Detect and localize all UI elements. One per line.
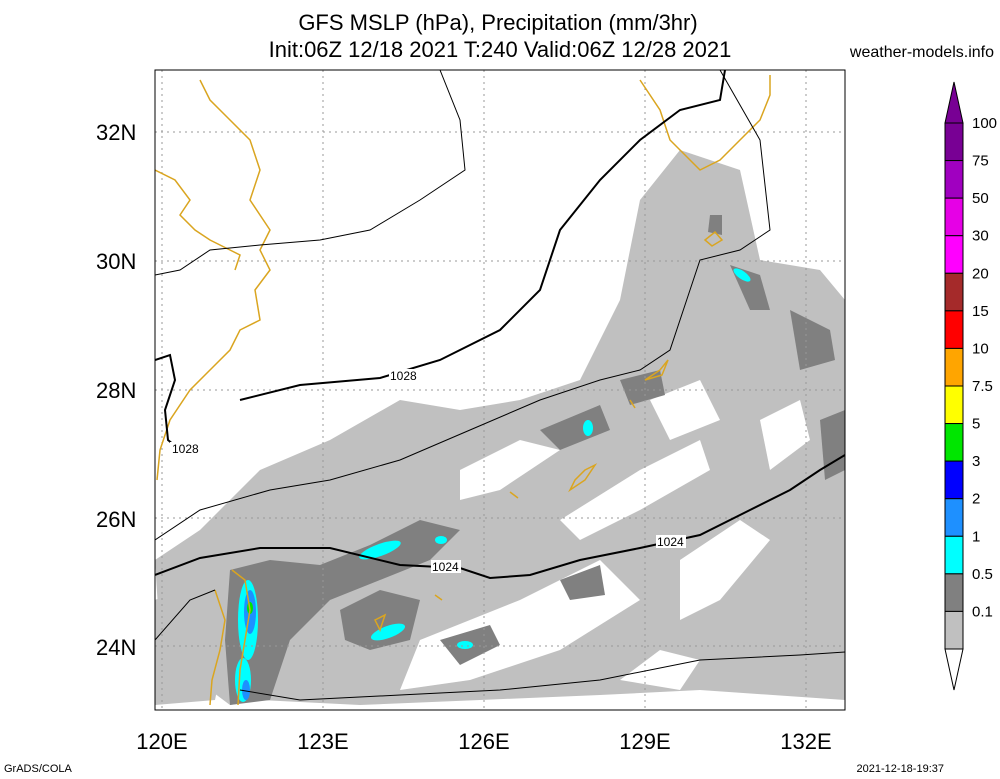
lon-label: 129E <box>619 729 670 754</box>
isobar-label: 1024 <box>657 535 684 549</box>
precip-mid <box>225 215 845 705</box>
legend-swatch <box>944 573 964 612</box>
legend-label: 1 <box>972 528 980 545</box>
lat-label: 28N <box>96 378 136 403</box>
footer-timestamp: 2021-12-18-19:37 <box>856 763 944 775</box>
isobar-label: 1028 <box>172 442 199 456</box>
legend-label: 100 <box>972 115 997 132</box>
legend-label: 15 <box>972 303 989 320</box>
legend-swatch <box>944 423 964 462</box>
lon-label: 120E <box>136 729 187 754</box>
legend-swatch <box>944 460 964 500</box>
legend-swatch <box>944 235 964 274</box>
coastline <box>155 75 771 706</box>
legend-bottom-arrow <box>944 648 964 691</box>
legend-swatch <box>944 160 964 199</box>
legend-label: 10 <box>972 340 989 357</box>
legend-swatch <box>944 122 964 162</box>
chart-subtitle: Init:06Z 12/18 2021 T:240 Valid:06Z 12/2… <box>268 37 732 62</box>
chart-title: GFS MSLP (hPa), Precipitation (mm/3hr) <box>298 10 698 35</box>
legend-swatch <box>944 385 964 425</box>
legend-label: 30 <box>972 228 989 245</box>
map-area: 1028 1028 1024 1024 <box>155 70 845 710</box>
legend-swatch <box>944 272 964 312</box>
legend-swatch <box>944 347 964 387</box>
lat-axis: 32N 30N 28N 26N 24N <box>96 120 136 660</box>
legend-swatch <box>944 610 964 650</box>
legend-swatch <box>944 197 964 237</box>
legend-swatch <box>944 498 964 537</box>
legend-label: 3 <box>972 453 980 470</box>
footer-credit: GrADS/COLA <box>4 763 72 775</box>
gridlines <box>155 70 845 710</box>
legend-label: 0.5 <box>972 566 993 583</box>
lon-label: 132E <box>780 729 831 754</box>
legend-swatch <box>944 535 964 575</box>
lat-label: 26N <box>96 507 136 532</box>
legend-label: 7.5 <box>972 378 993 395</box>
brand-text: weather-models.info <box>849 44 994 61</box>
legend-label: 5 <box>972 416 980 433</box>
isobars <box>155 70 845 701</box>
legend-label: 50 <box>972 190 989 207</box>
legend-label: 20 <box>972 265 989 282</box>
legend-label: 0.1 <box>972 603 993 620</box>
isobar-label: 1028 <box>390 369 417 383</box>
legend-top-arrow <box>944 81 964 124</box>
lon-axis: 120E 123E 126E 129E 132E <box>136 729 831 754</box>
lat-label: 30N <box>96 249 136 274</box>
lon-label: 126E <box>458 729 509 754</box>
legend-swatch <box>944 310 964 349</box>
map-frame <box>154 69 846 711</box>
isobar-labels: 1028 1028 1024 1024 <box>170 369 686 574</box>
legend-label: 75 <box>972 153 989 170</box>
legend-label: 2 <box>972 491 980 508</box>
lon-label: 123E <box>297 729 348 754</box>
lat-label: 24N <box>96 635 136 660</box>
isobar-label: 1024 <box>432 560 459 574</box>
lat-label: 32N <box>96 120 136 145</box>
legend-colorbar: 100 75 50 30 20 15 10 7.5 5 3 2 1 0.5 0.1 <box>944 81 997 691</box>
legend-boxes: 100 75 50 30 20 15 10 7.5 5 3 2 1 0.5 0.1 <box>944 115 997 650</box>
